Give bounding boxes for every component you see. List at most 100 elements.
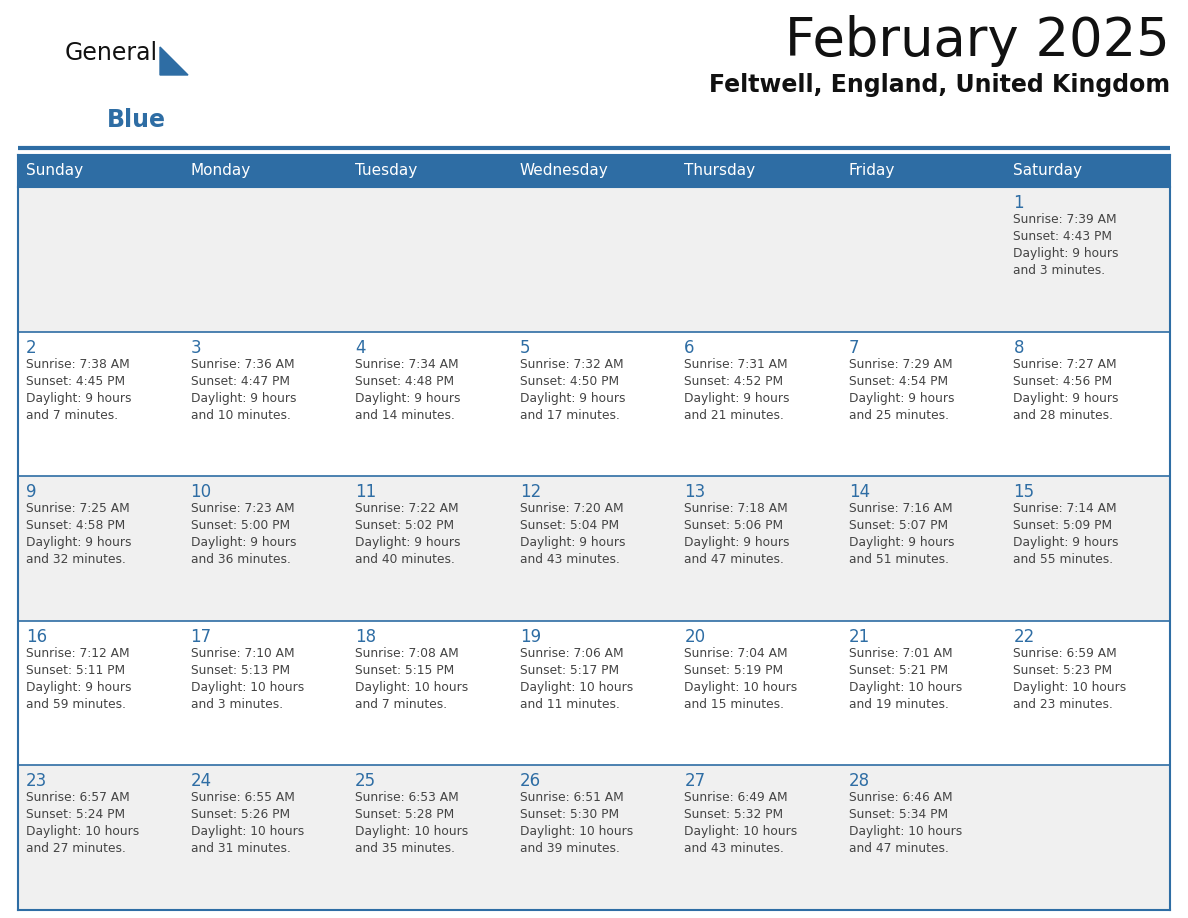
Text: Sunset: 5:11 PM: Sunset: 5:11 PM <box>26 664 125 677</box>
Text: Daylight: 9 hours: Daylight: 9 hours <box>190 392 296 405</box>
Bar <box>18 476 183 621</box>
Text: and 3 minutes.: and 3 minutes. <box>190 698 283 711</box>
Text: Daylight: 10 hours: Daylight: 10 hours <box>849 681 962 694</box>
Text: Sunset: 5:34 PM: Sunset: 5:34 PM <box>849 809 948 822</box>
Text: and 32 minutes.: and 32 minutes. <box>26 554 126 566</box>
Text: 13: 13 <box>684 483 706 501</box>
Bar <box>183 621 347 766</box>
Text: Sunset: 4:48 PM: Sunset: 4:48 PM <box>355 375 454 387</box>
Text: 20: 20 <box>684 628 706 645</box>
Bar <box>1005 766 1170 910</box>
Text: Sunset: 5:21 PM: Sunset: 5:21 PM <box>849 664 948 677</box>
Bar <box>18 621 183 766</box>
Text: Daylight: 10 hours: Daylight: 10 hours <box>519 681 633 694</box>
Text: Sunset: 5:26 PM: Sunset: 5:26 PM <box>190 809 290 822</box>
Text: Sunrise: 7:25 AM: Sunrise: 7:25 AM <box>26 502 129 515</box>
Text: and 55 minutes.: and 55 minutes. <box>1013 554 1113 566</box>
Text: Sunrise: 7:23 AM: Sunrise: 7:23 AM <box>190 502 295 515</box>
Text: Sunrise: 7:32 AM: Sunrise: 7:32 AM <box>519 358 624 371</box>
Text: Sunday: Sunday <box>26 163 83 178</box>
Bar <box>1005 187 1170 331</box>
Text: 27: 27 <box>684 772 706 790</box>
Text: Blue: Blue <box>107 108 166 132</box>
Text: and 23 minutes.: and 23 minutes. <box>1013 698 1113 711</box>
Text: Daylight: 10 hours: Daylight: 10 hours <box>190 825 304 838</box>
Bar <box>512 187 676 331</box>
Text: and 39 minutes.: and 39 minutes. <box>519 843 620 856</box>
Text: 23: 23 <box>26 772 48 790</box>
Text: 11: 11 <box>355 483 377 501</box>
Text: Sunrise: 6:59 AM: Sunrise: 6:59 AM <box>1013 647 1117 660</box>
Text: Sunset: 4:56 PM: Sunset: 4:56 PM <box>1013 375 1112 387</box>
Text: and 40 minutes.: and 40 minutes. <box>355 554 455 566</box>
Text: and 19 minutes.: and 19 minutes. <box>849 698 949 711</box>
Text: 16: 16 <box>26 628 48 645</box>
Text: Sunset: 5:19 PM: Sunset: 5:19 PM <box>684 664 783 677</box>
Text: 8: 8 <box>1013 339 1024 356</box>
Text: 3: 3 <box>190 339 201 356</box>
Bar <box>183 766 347 910</box>
Text: Sunset: 5:04 PM: Sunset: 5:04 PM <box>519 520 619 532</box>
Text: Sunrise: 7:31 AM: Sunrise: 7:31 AM <box>684 358 788 371</box>
Text: Sunset: 4:47 PM: Sunset: 4:47 PM <box>190 375 290 387</box>
Bar <box>841 766 1005 910</box>
Text: and 47 minutes.: and 47 minutes. <box>684 554 784 566</box>
Text: 14: 14 <box>849 483 870 501</box>
Bar <box>512 476 676 621</box>
Text: Daylight: 9 hours: Daylight: 9 hours <box>1013 536 1119 549</box>
Polygon shape <box>160 47 188 75</box>
Text: 12: 12 <box>519 483 541 501</box>
Text: Sunset: 5:07 PM: Sunset: 5:07 PM <box>849 520 948 532</box>
Text: Sunrise: 7:16 AM: Sunrise: 7:16 AM <box>849 502 953 515</box>
Bar <box>676 331 841 476</box>
Text: 21: 21 <box>849 628 870 645</box>
Text: Daylight: 9 hours: Daylight: 9 hours <box>26 392 132 405</box>
Text: Sunrise: 7:10 AM: Sunrise: 7:10 AM <box>190 647 295 660</box>
Text: 15: 15 <box>1013 483 1035 501</box>
Text: Sunrise: 7:38 AM: Sunrise: 7:38 AM <box>26 358 129 371</box>
Text: and 43 minutes.: and 43 minutes. <box>684 843 784 856</box>
Text: Sunset: 5:02 PM: Sunset: 5:02 PM <box>355 520 454 532</box>
Text: Sunrise: 7:04 AM: Sunrise: 7:04 AM <box>684 647 788 660</box>
Bar <box>676 155 841 187</box>
Text: General: General <box>65 41 158 65</box>
Text: Sunrise: 7:12 AM: Sunrise: 7:12 AM <box>26 647 129 660</box>
Text: Daylight: 10 hours: Daylight: 10 hours <box>519 825 633 838</box>
Text: Sunrise: 6:55 AM: Sunrise: 6:55 AM <box>190 791 295 804</box>
Text: February 2025: February 2025 <box>785 15 1170 67</box>
Text: and 11 minutes.: and 11 minutes. <box>519 698 620 711</box>
Bar <box>512 621 676 766</box>
Text: Daylight: 9 hours: Daylight: 9 hours <box>1013 247 1119 260</box>
Text: Thursday: Thursday <box>684 163 756 178</box>
Text: Sunset: 5:17 PM: Sunset: 5:17 PM <box>519 664 619 677</box>
Text: Sunset: 5:06 PM: Sunset: 5:06 PM <box>684 520 783 532</box>
Text: Sunrise: 6:53 AM: Sunrise: 6:53 AM <box>355 791 459 804</box>
Bar <box>183 187 347 331</box>
Bar <box>512 766 676 910</box>
Text: Sunset: 5:13 PM: Sunset: 5:13 PM <box>190 664 290 677</box>
Text: Daylight: 10 hours: Daylight: 10 hours <box>190 681 304 694</box>
Bar <box>1005 155 1170 187</box>
Bar <box>347 766 512 910</box>
Text: Sunrise: 6:51 AM: Sunrise: 6:51 AM <box>519 791 624 804</box>
Bar <box>841 155 1005 187</box>
Text: Sunrise: 6:46 AM: Sunrise: 6:46 AM <box>849 791 953 804</box>
Text: Tuesday: Tuesday <box>355 163 417 178</box>
Bar <box>676 476 841 621</box>
Text: 9: 9 <box>26 483 37 501</box>
Text: and 7 minutes.: and 7 minutes. <box>26 409 118 421</box>
Text: Sunset: 5:32 PM: Sunset: 5:32 PM <box>684 809 783 822</box>
Text: Daylight: 10 hours: Daylight: 10 hours <box>684 825 797 838</box>
Text: Sunrise: 7:34 AM: Sunrise: 7:34 AM <box>355 358 459 371</box>
Bar <box>841 476 1005 621</box>
Text: and 43 minutes.: and 43 minutes. <box>519 554 620 566</box>
Bar <box>841 331 1005 476</box>
Text: Sunrise: 7:14 AM: Sunrise: 7:14 AM <box>1013 502 1117 515</box>
Bar <box>676 187 841 331</box>
Text: Daylight: 10 hours: Daylight: 10 hours <box>355 825 468 838</box>
Bar <box>512 155 676 187</box>
Text: and 27 minutes.: and 27 minutes. <box>26 843 126 856</box>
Text: 4: 4 <box>355 339 366 356</box>
Bar <box>841 621 1005 766</box>
Text: Daylight: 10 hours: Daylight: 10 hours <box>26 825 139 838</box>
